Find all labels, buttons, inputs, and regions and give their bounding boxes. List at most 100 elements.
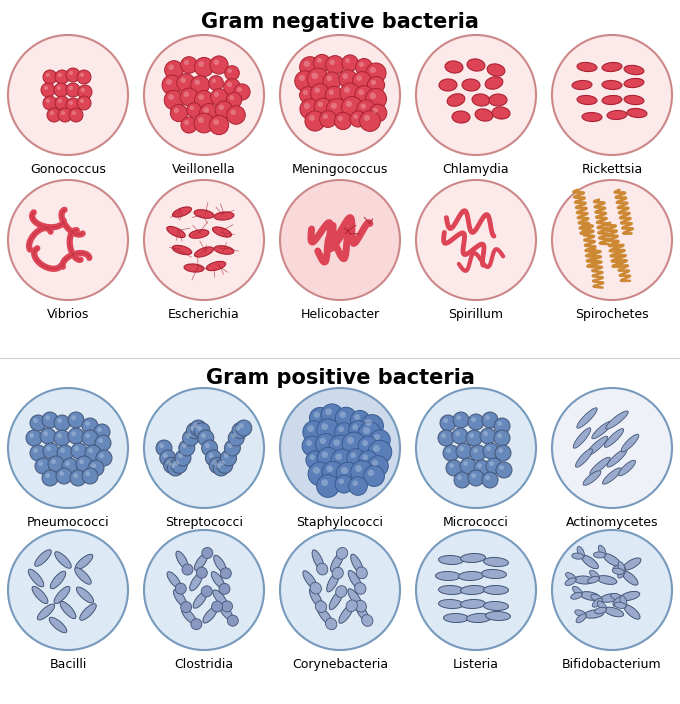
Circle shape	[349, 477, 367, 496]
Ellipse shape	[617, 567, 626, 578]
Circle shape	[43, 70, 57, 84]
Circle shape	[313, 412, 320, 418]
Circle shape	[309, 455, 315, 460]
Circle shape	[477, 463, 482, 468]
Ellipse shape	[620, 591, 640, 601]
Ellipse shape	[351, 554, 363, 574]
Circle shape	[193, 423, 198, 428]
Circle shape	[197, 426, 202, 431]
Text: Bifidobacterium: Bifidobacterium	[562, 658, 662, 671]
Circle shape	[303, 421, 325, 443]
Circle shape	[239, 423, 244, 428]
Ellipse shape	[317, 563, 328, 575]
Circle shape	[366, 89, 386, 110]
Ellipse shape	[606, 411, 628, 429]
Ellipse shape	[346, 600, 358, 612]
Ellipse shape	[602, 63, 622, 72]
Circle shape	[486, 475, 490, 480]
Circle shape	[54, 415, 70, 431]
Circle shape	[201, 440, 218, 456]
Circle shape	[358, 451, 377, 470]
Ellipse shape	[312, 550, 324, 570]
Circle shape	[186, 422, 203, 439]
Circle shape	[205, 444, 209, 448]
Circle shape	[66, 83, 80, 97]
Circle shape	[355, 86, 373, 104]
Circle shape	[338, 116, 343, 121]
Ellipse shape	[574, 576, 594, 584]
Circle shape	[41, 83, 55, 97]
Circle shape	[57, 445, 73, 461]
Circle shape	[331, 449, 353, 471]
Circle shape	[214, 60, 219, 65]
Circle shape	[202, 548, 213, 558]
Circle shape	[224, 440, 241, 456]
Circle shape	[329, 59, 335, 65]
Ellipse shape	[485, 77, 503, 89]
Ellipse shape	[355, 601, 367, 612]
Circle shape	[45, 415, 50, 420]
Circle shape	[313, 54, 330, 72]
Circle shape	[80, 73, 84, 77]
Ellipse shape	[624, 605, 640, 619]
Circle shape	[54, 83, 68, 97]
Ellipse shape	[435, 572, 460, 581]
Ellipse shape	[577, 63, 597, 72]
Circle shape	[30, 415, 46, 431]
Ellipse shape	[605, 429, 624, 447]
Ellipse shape	[330, 552, 343, 572]
Circle shape	[471, 473, 476, 478]
Circle shape	[82, 430, 98, 446]
Circle shape	[59, 471, 64, 476]
Circle shape	[43, 96, 57, 110]
Ellipse shape	[194, 553, 207, 570]
Circle shape	[26, 430, 42, 446]
Circle shape	[227, 82, 232, 87]
Circle shape	[181, 57, 197, 73]
Circle shape	[214, 92, 219, 97]
Circle shape	[166, 79, 172, 85]
Circle shape	[357, 100, 375, 118]
Circle shape	[8, 35, 128, 155]
Ellipse shape	[576, 614, 586, 623]
Circle shape	[356, 75, 362, 81]
Ellipse shape	[303, 571, 317, 589]
Circle shape	[38, 461, 43, 466]
Circle shape	[42, 470, 58, 486]
Circle shape	[470, 445, 486, 461]
Circle shape	[326, 99, 347, 120]
Circle shape	[209, 453, 214, 458]
Ellipse shape	[213, 590, 227, 606]
Circle shape	[219, 105, 224, 110]
Circle shape	[203, 107, 209, 113]
Circle shape	[156, 440, 172, 456]
Circle shape	[194, 58, 214, 77]
Text: Staphylococci: Staphylococci	[296, 516, 384, 529]
Circle shape	[456, 415, 461, 420]
Ellipse shape	[167, 227, 185, 237]
Ellipse shape	[605, 608, 624, 617]
Circle shape	[302, 436, 322, 456]
Circle shape	[311, 73, 318, 79]
Circle shape	[164, 90, 184, 110]
Ellipse shape	[194, 247, 214, 257]
Circle shape	[66, 98, 80, 112]
Circle shape	[366, 63, 386, 83]
Circle shape	[473, 448, 478, 453]
Circle shape	[214, 119, 219, 125]
Circle shape	[184, 92, 189, 97]
Circle shape	[80, 99, 84, 103]
Ellipse shape	[173, 589, 186, 607]
Ellipse shape	[489, 94, 507, 106]
Ellipse shape	[486, 612, 511, 620]
Ellipse shape	[603, 553, 621, 566]
Ellipse shape	[337, 548, 347, 559]
Ellipse shape	[214, 555, 226, 573]
Text: Gram positive bacteria: Gram positive bacteria	[205, 368, 475, 388]
Ellipse shape	[460, 600, 486, 608]
Circle shape	[168, 94, 174, 100]
Ellipse shape	[176, 551, 188, 569]
Circle shape	[416, 530, 536, 650]
Circle shape	[483, 431, 488, 436]
Circle shape	[164, 458, 180, 473]
